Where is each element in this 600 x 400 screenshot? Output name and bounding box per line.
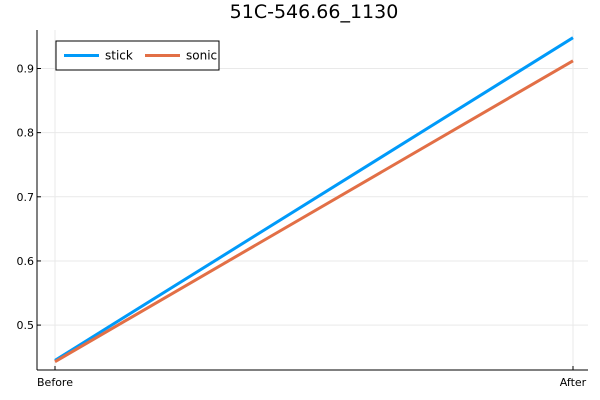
series-line-sonic xyxy=(54,59,574,363)
chart-title: 51C-546.66_1130 xyxy=(230,1,399,23)
axes xyxy=(36,30,588,371)
tick-labels: 0.5 0.6 0.7 0.8 0.9 Before After xyxy=(17,62,587,389)
x-tick-label: After xyxy=(560,376,587,389)
legend: stick sonic xyxy=(55,40,220,71)
x-tick-label: Before xyxy=(37,376,73,389)
legend-label-stick: stick xyxy=(105,49,133,63)
series-lines xyxy=(54,36,574,363)
y-tick-label: 0.5 xyxy=(17,319,35,332)
legend-label-sonic: sonic xyxy=(186,49,217,63)
series-line-stick xyxy=(54,36,574,362)
y-tick-label: 0.7 xyxy=(17,191,35,204)
y-tick-label: 0.9 xyxy=(17,62,35,75)
y-tick-label: 0.8 xyxy=(17,127,35,140)
y-tick-label: 0.6 xyxy=(17,255,35,268)
